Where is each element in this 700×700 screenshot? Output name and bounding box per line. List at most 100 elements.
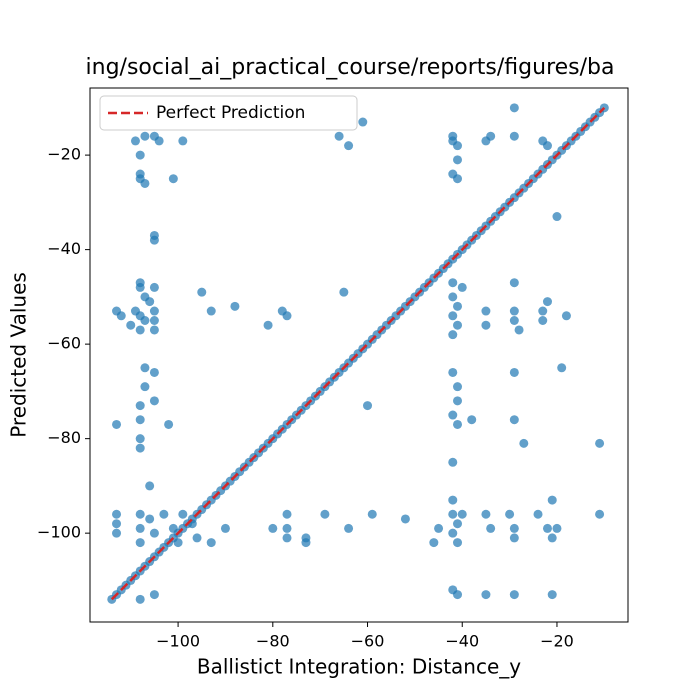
scatter-point [301,538,311,548]
scatter-point [453,590,463,600]
scatter-point [197,287,207,297]
scatter-point [457,509,467,519]
scatter-point [130,136,140,146]
y-tick-label: −60 [47,334,81,353]
scatter-point [448,457,458,467]
scatter-point [509,533,519,543]
scatter-point [547,533,557,543]
scatter-point [519,438,529,448]
scatter-point [192,533,202,543]
scatter-point [509,103,519,113]
scatter-point [135,443,145,453]
scatter-point [363,401,373,411]
scatter-point [145,481,155,491]
scatter-point [481,320,491,330]
scatter-point [486,523,496,533]
scatter-point [448,367,458,377]
scatter-point [533,509,543,519]
scatter-point [434,523,444,533]
scatter-point [282,523,292,533]
chart-title: ing/social_ai_practical_course/reports/f… [86,55,615,80]
scatter-point [453,174,463,184]
scatter-point [112,509,122,519]
scatter-point [557,363,567,373]
scatter-point [112,519,122,529]
scatter-point [486,131,496,141]
scatter-point [149,235,159,245]
scatter-point [320,509,330,519]
scatter-point [149,590,159,600]
scatter-point [339,287,349,297]
scatter-point [448,509,458,519]
scatter-point [140,316,150,326]
x-tick-label: −20 [540,632,574,651]
y-tick-label: −40 [47,239,81,258]
x-tick-label: −100 [156,632,200,651]
scatter-point [135,401,145,411]
scatter-point [448,495,458,505]
scatter-point [509,306,519,316]
scatter-point [509,131,519,141]
scatter-point [538,306,548,316]
scatter-point [453,301,463,311]
scatter-point [453,155,463,165]
scatter-point [448,528,458,538]
scatter-point [206,306,216,316]
scatter-point [112,528,122,538]
scatter-point [481,306,491,316]
x-tick-label: −80 [256,632,290,651]
x-tick-label: −60 [351,632,385,651]
scatter-point [453,141,463,151]
scatter-point [145,297,155,307]
scatter-point [149,306,159,316]
scatter-point [509,523,519,533]
scatter-point [467,415,477,425]
scatter-point [367,509,377,519]
axes-frame [89,87,629,623]
scatter-point [149,282,159,292]
scatter-point [149,528,159,538]
scatter-point [135,538,145,548]
scatter-point [126,320,136,330]
scatter-point [453,519,463,529]
scatter-point [453,382,463,392]
scatter-point [509,415,519,425]
scatter-point [135,434,145,444]
scatter-point [453,419,463,429]
scatter-point [282,533,292,543]
scatter-point [206,538,216,548]
scatter-point [282,311,292,321]
legend-label: Perfect Prediction [156,103,305,123]
scatter-point [505,509,515,519]
scatter-point [542,141,552,151]
scatter-point [453,538,463,548]
scatter-point [178,136,188,146]
scatter-point [552,212,562,222]
scatter-point [509,590,519,600]
scatter-point [159,509,169,519]
legend-box [99,95,358,131]
scatter-point [344,141,354,151]
scatter-point [140,363,150,373]
scatter-point [154,136,164,146]
scatter-point [542,523,552,533]
scatter-point [453,320,463,330]
scatter-point [135,325,145,335]
scatter-point [481,509,491,519]
scatter-point [268,523,278,533]
scatter-point [164,419,174,429]
scatter-point [595,509,605,519]
y-tick-label: −100 [37,523,81,542]
scatter-point [561,311,571,321]
scatter-point [538,316,548,326]
scatter-point [344,523,354,533]
scatter-point [135,278,145,288]
scatter-point [135,523,145,533]
scatter-point [334,131,344,141]
scatter-point [116,311,126,321]
scatter-point [145,514,155,524]
scatter-point [448,330,458,340]
scatter-point [514,325,524,335]
scatter-point [140,178,150,188]
